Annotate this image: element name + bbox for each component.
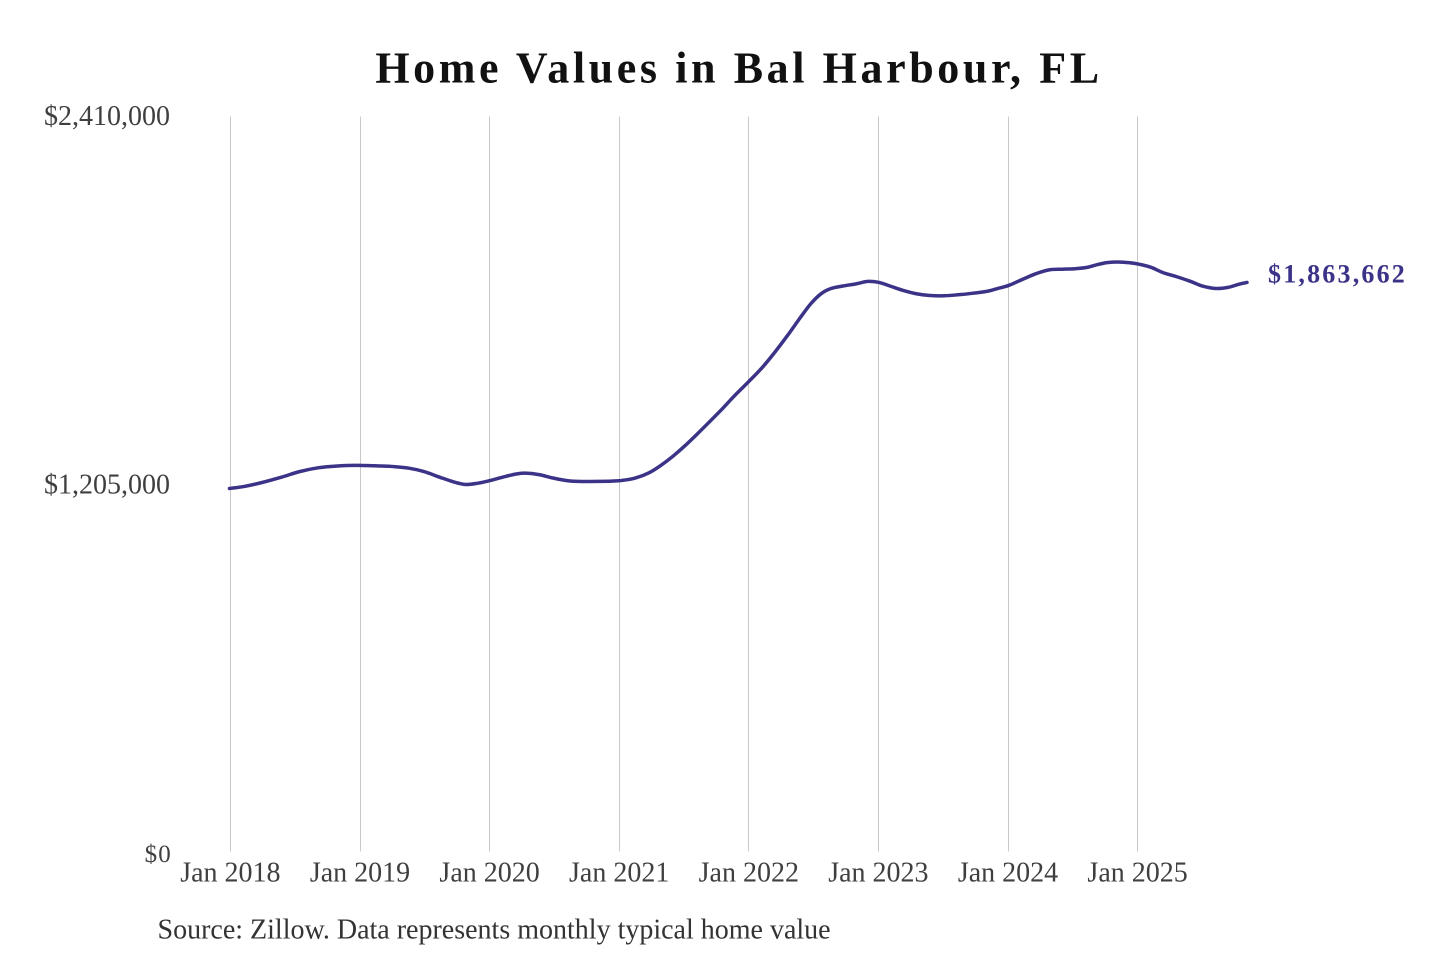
svg-text:$1,205,000: $1,205,000 [44,469,170,500]
svg-text:Jan 2021: Jan 2021 [569,857,669,888]
svg-text:$0: $0 [145,841,172,868]
svg-text:Jan 2023: Jan 2023 [828,857,928,888]
svg-text:Jan 2018: Jan 2018 [180,857,280,888]
svg-text:Jan 2024: Jan 2024 [958,857,1058,888]
svg-text:Jan 2019: Jan 2019 [310,857,410,888]
svg-text:Home Values in Bal Harbour, FL: Home Values in Bal Harbour, FL [375,44,1102,93]
svg-text:Jan 2020: Jan 2020 [439,857,539,888]
svg-text:$2,410,000: $2,410,000 [44,101,170,132]
svg-text:$1,863,662: $1,863,662 [1268,260,1407,289]
svg-text:Jan 2025: Jan 2025 [1087,857,1187,888]
svg-text:Source: Zillow. Data represent: Source: Zillow. Data represents monthly … [158,915,831,946]
svg-text:Jan 2022: Jan 2022 [699,857,799,888]
